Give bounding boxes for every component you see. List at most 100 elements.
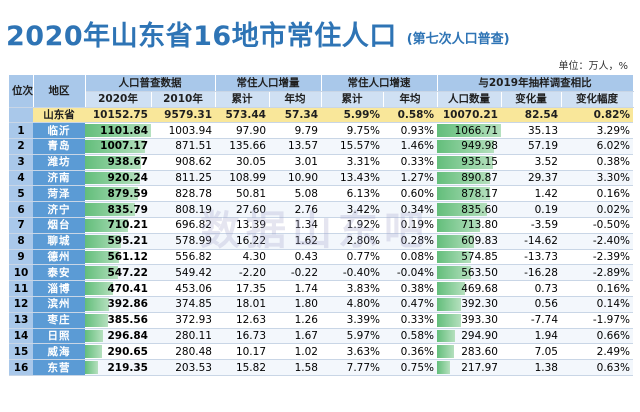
cell-value: 949.98 — [461, 140, 498, 153]
data-bar-fill — [85, 282, 114, 296]
gr-annual-cell: 0.34% — [383, 201, 437, 219]
rank-cell: 14 — [9, 328, 33, 345]
pop2010-cell: 374.85 — [151, 296, 215, 313]
rank-cell: 16 — [9, 359, 33, 377]
change-rate-cell: 6.02% — [561, 138, 633, 155]
province-inc-total: 573.44 — [215, 107, 269, 124]
pop2020-cell: 1101.84 — [85, 122, 151, 140]
pop2020-cell: 547.22 — [85, 264, 151, 282]
change-rate-cell: 0.38% — [561, 154, 633, 171]
table-row: 6 济宁 835.79 808.19 27.60 2.76 3.42% 0.34% 835.60… — [9, 201, 633, 219]
gr-annual-cell: 0.33% — [383, 312, 437, 329]
inc-annual-cell: 10.90 — [269, 170, 321, 187]
cell-value: 283.60 — [461, 345, 498, 358]
gr-total-cell: 5.97% — [321, 328, 383, 345]
pop2019-cell: 890.87 — [437, 170, 501, 187]
cell-value: 835.60 — [461, 203, 498, 216]
inc-annual-cell: 1.26 — [269, 312, 321, 329]
header-row-2: 2020年 2010年 累计 年均 累计 年均 人口数量 变化量 变化幅度 — [9, 91, 634, 108]
pop2020-cell: 290.65 — [85, 343, 151, 361]
data-bar-fill — [85, 298, 109, 311]
pop2020-cell: 1007.17 — [85, 138, 151, 155]
change-cell: 35.13 — [501, 122, 561, 140]
data-bar-fill — [437, 140, 495, 153]
inc-total-cell: 50.81 — [215, 185, 269, 203]
data-bar-fill — [85, 140, 146, 153]
city-cell: 威海 — [33, 343, 85, 361]
change-rate-cell: 0.02% — [561, 201, 633, 219]
gr-total-cell: 9.75% — [321, 122, 383, 140]
city-cell: 泰安 — [33, 264, 85, 282]
change-rate-cell: 3.30% — [561, 170, 633, 187]
data-bar-fill — [437, 155, 494, 169]
pop2019-cell: 1066.71 — [437, 122, 501, 140]
cell-value: 563.50 — [461, 266, 498, 279]
cell-value: 296.84 — [107, 330, 148, 343]
pop2020-cell: 392.86 — [85, 296, 151, 313]
rank-cell: 12 — [9, 296, 33, 313]
change-cell: 0.56 — [501, 296, 561, 313]
gr-annual-cell: 0.60% — [383, 185, 437, 203]
data-bar-fill — [437, 250, 472, 264]
province-2010: 9579.31 — [151, 107, 215, 124]
cell-value: 713.80 — [461, 219, 498, 232]
change-cell: 57.19 — [501, 138, 561, 155]
gr-annual-cell: 1.27% — [383, 170, 437, 187]
gr-annual-cell: 0.93% — [383, 122, 437, 140]
gr-total-cell: 15.57% — [321, 138, 383, 155]
change-cell: -7.74 — [501, 312, 561, 329]
province-2020: 10152.75 — [85, 107, 151, 124]
table-row: 2 青岛 1007.17 871.51 135.66 13.57 15.57% 1.46% 94… — [9, 138, 633, 155]
inc-total-cell: 17.35 — [215, 280, 269, 298]
header-row-1: 位次 地区 人口普查数据 常住人口增量 常住人口增速 与2019年抽样调查相比 — [9, 75, 634, 108]
inc-total-cell: 16.73 — [215, 328, 269, 345]
cell-value: 469.68 — [461, 282, 498, 295]
header-census: 人口普查数据 — [85, 75, 216, 92]
gr-annual-cell: 0.19% — [383, 217, 437, 234]
pop2010-cell: 808.19 — [151, 201, 215, 219]
inc-annual-cell: -0.22 — [269, 264, 321, 282]
inc-annual-cell: 1.74 — [269, 280, 321, 298]
header-2010: 2010年 — [151, 91, 216, 108]
data-bar-fill — [437, 345, 455, 359]
data-bar-fill — [85, 250, 119, 264]
cell-value: 392.30 — [461, 298, 498, 311]
gr-total-cell: 1.92% — [321, 217, 383, 234]
cell-value: 392.86 — [107, 298, 148, 311]
province-row: 山东省 10152.75 9579.31 573.44 57.34 5.99% … — [9, 107, 633, 124]
data-bar-fill — [437, 266, 471, 280]
table-row: 1 临沂 1101.84 1003.94 97.90 9.79 9.75% 0.93% 1066… — [9, 122, 633, 140]
pop2010-cell: 871.51 — [151, 138, 215, 155]
change-rate-cell: -2.89% — [561, 264, 633, 282]
pop2020-cell: 938.67 — [85, 154, 151, 171]
cell-value: 294.90 — [461, 330, 498, 343]
table-row: 9 德州 561.12 556.82 4.30 0.43 0.77% 0.08% 574.85-… — [9, 249, 633, 266]
gr-annual-cell: 0.47% — [383, 296, 437, 313]
province-change-rate: 0.82% — [561, 107, 633, 124]
cell-value: 609.83 — [461, 235, 498, 248]
header-pop2019: 人口数量 — [437, 91, 502, 108]
pop2019-cell: 835.60 — [437, 201, 501, 219]
city-cell: 济宁 — [33, 201, 85, 219]
pop2020-cell: 219.35 — [85, 359, 151, 377]
cell-value: 470.41 — [107, 282, 148, 295]
change-rate-cell: 0.16% — [561, 280, 633, 298]
rank-cell: 6 — [9, 201, 33, 219]
pop2019-cell: 713.80 — [437, 217, 501, 234]
city-cell: 淄博 — [33, 280, 85, 298]
pop2010-cell: 372.93 — [151, 312, 215, 329]
city-cell: 东营 — [33, 359, 85, 377]
change-cell: 0.73 — [501, 280, 561, 298]
cell-value: 890.87 — [461, 172, 498, 185]
data-bar-fill — [85, 219, 128, 232]
city-cell: 青岛 — [33, 138, 85, 155]
data-bar-fill — [437, 124, 501, 138]
city-cell: 潍坊 — [33, 154, 85, 171]
table-row: 13 枣庄 385.56 372.93 12.63 1.26 3.39% 0.33% 393.3… — [9, 312, 633, 329]
pop2019-cell: 563.50 — [437, 264, 501, 282]
rank-cell: 15 — [9, 343, 33, 361]
data-bar-fill — [437, 313, 461, 327]
data-bar-fill — [85, 345, 103, 359]
table-row: 16 东营 219.35 203.53 15.82 1.58 7.77% 0.75% 217.9… — [9, 359, 633, 377]
table-row: 7 烟台 710.21 696.82 13.39 1.34 1.92% 0.19% 713.80… — [9, 217, 633, 234]
